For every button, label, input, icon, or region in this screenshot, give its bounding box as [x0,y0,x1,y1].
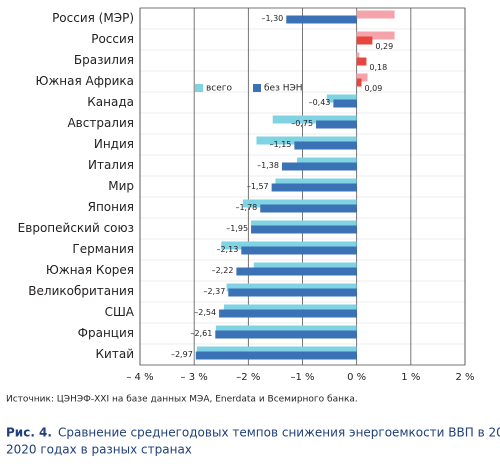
value-label: 0,09 [365,84,383,93]
value-label: –2,37 [203,287,225,296]
bar [226,283,357,292]
plot-frame [139,7,466,366]
y-tick-label: Франция [78,326,134,340]
bar [316,120,357,129]
y-tick-label: Индия [94,137,134,151]
bar [253,262,357,271]
caption: Сравнение среднегодовых темпов снижения … [58,426,500,440]
value-label: –0,43 [309,98,331,107]
value-label: 0,18 [369,63,387,72]
bar [326,94,357,103]
value-label: –0,75 [291,119,313,128]
x-tick-label: –1 % [290,372,314,383]
y-tick-label: Россия [91,32,134,46]
bar [241,246,357,255]
y-tick-label: Мир [108,179,134,193]
bar [356,31,395,40]
y-tick-label: Италия [88,158,134,172]
y-tick-label: США [105,305,135,319]
x-tick-label: 2 % [455,372,474,383]
bar [356,73,368,82]
bar [251,225,357,234]
value-label: –2,13 [216,245,238,254]
bar [275,178,357,187]
value-label: –1,95 [226,224,248,233]
bar [215,330,357,339]
bar [242,199,357,208]
value-label: –2,22 [212,266,234,275]
y-tick-label: Китай [96,347,134,361]
x-tick-label: – 4 % [126,372,153,383]
bar [333,99,357,108]
bar [294,141,357,150]
bar [356,36,373,45]
bar [356,57,367,66]
y-tick-label: Европейский союз [18,221,134,235]
value-label: –1,30 [261,14,283,23]
y-tick-label: Канада [87,95,134,109]
x-tick-label: 0 % [347,372,366,383]
x-tick-label: –2 % [236,372,260,383]
bar [195,351,357,360]
x-tick-label: – 3 % [181,372,208,383]
legend-label: без НЭН [264,84,303,94]
figure-label: Рис. 4. [6,426,52,440]
value-label: –2,61 [190,329,212,338]
value-label: –2,54 [194,308,216,317]
bar [356,10,395,19]
y-tick-label: Германия [72,242,134,256]
legend-swatch [195,84,203,92]
value-label: –1,38 [257,161,279,170]
legend-swatch [253,84,261,92]
value-label: –2,97 [171,350,193,359]
bar [356,52,360,61]
caption: 2020 годах в разных странах [6,443,192,457]
bar [281,162,357,171]
value-label: –1,15 [270,140,292,149]
bar [219,309,357,318]
bar [228,288,357,297]
bar [215,325,357,334]
y-tick-label: Бразилия [74,53,134,67]
y-tick-label: Япония [88,200,134,214]
bar [297,157,357,166]
bar [356,78,362,87]
bar [260,204,357,213]
bar [223,304,357,313]
y-tick-label: Южная Корея [46,263,134,277]
y-tick-label: Австралия [67,116,134,130]
bar [196,346,357,355]
bar [236,267,357,276]
y-tick-label: Южная Африка [36,74,134,88]
value-label: –1,78 [235,203,257,212]
bar [286,15,357,24]
x-tick-label: 1 % [401,372,420,383]
source-note: Источник: ЦЭНЭФ-XXI на базе данных МЭА, … [6,395,358,405]
value-label: –1,57 [247,182,269,191]
bar [272,115,357,124]
bar [256,136,357,145]
value-label: 0,29 [375,42,393,51]
legend-label: всего [206,84,233,94]
bar [271,183,357,192]
bar [251,220,357,229]
y-tick-label: Великобритания [28,284,134,298]
y-tick-label: Россия (МЭР) [52,11,134,25]
bar [221,241,357,250]
